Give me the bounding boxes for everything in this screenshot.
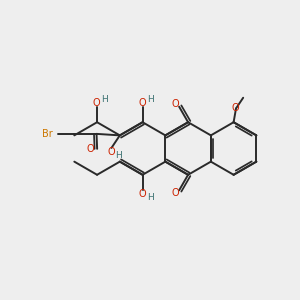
Text: H: H (101, 95, 108, 104)
Text: O: O (172, 99, 179, 109)
Text: O: O (107, 147, 115, 157)
Text: O: O (139, 98, 146, 107)
Text: O: O (232, 103, 239, 113)
Text: H: H (147, 95, 153, 104)
Text: O: O (139, 190, 146, 200)
Text: O: O (93, 98, 100, 107)
Text: Br: Br (42, 129, 52, 139)
Text: H: H (147, 193, 153, 202)
Text: O: O (172, 188, 179, 198)
Text: O: O (87, 144, 94, 154)
Text: H: H (115, 151, 122, 160)
